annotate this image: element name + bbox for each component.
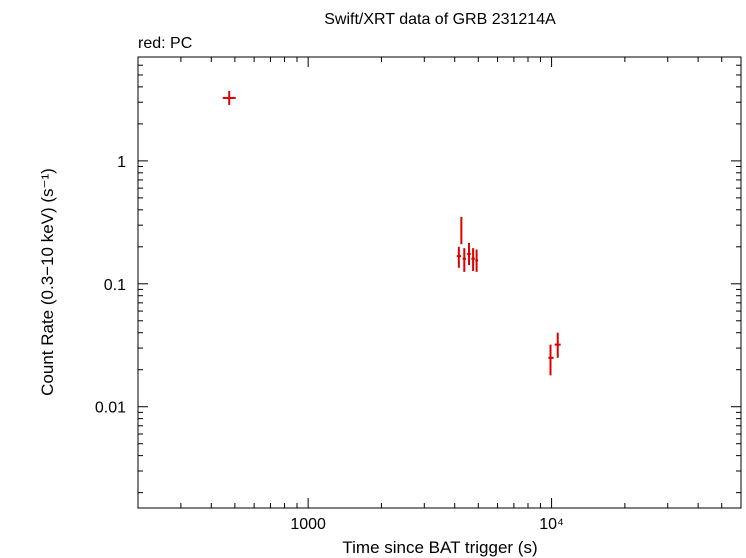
data-point (467, 242, 471, 266)
data-point (554, 332, 561, 358)
x-tick-label: 1000 (290, 516, 326, 533)
data-point (456, 246, 462, 268)
axis-ticks (137, 56, 742, 508)
y-axis-label: Count Rate (0.3−10 keV) (s⁻¹) (38, 168, 57, 396)
y-tick-labels: 1 0.1 0.01 (95, 154, 126, 417)
data-point (460, 216, 463, 245)
chart-title: Swift/XRT data of GRB 231214A (324, 11, 556, 28)
data-point (471, 248, 475, 272)
data-point (475, 249, 479, 272)
data-point (548, 344, 554, 376)
y-tick-label: 1 (117, 154, 126, 171)
chart-subtitle: red: PC (138, 35, 192, 52)
plot-frame (137, 56, 742, 509)
x-axis-label: Time since BAT trigger (s) (342, 538, 537, 557)
data-points (222, 91, 561, 376)
x-tick-label: 10⁴ (539, 516, 564, 533)
y-tick-label: 0.01 (95, 400, 126, 417)
data-point (462, 248, 466, 272)
y-tick-label: 0.1 (104, 277, 126, 294)
data-point (222, 91, 236, 105)
x-tick-labels: 1000 10⁴ (290, 516, 564, 533)
